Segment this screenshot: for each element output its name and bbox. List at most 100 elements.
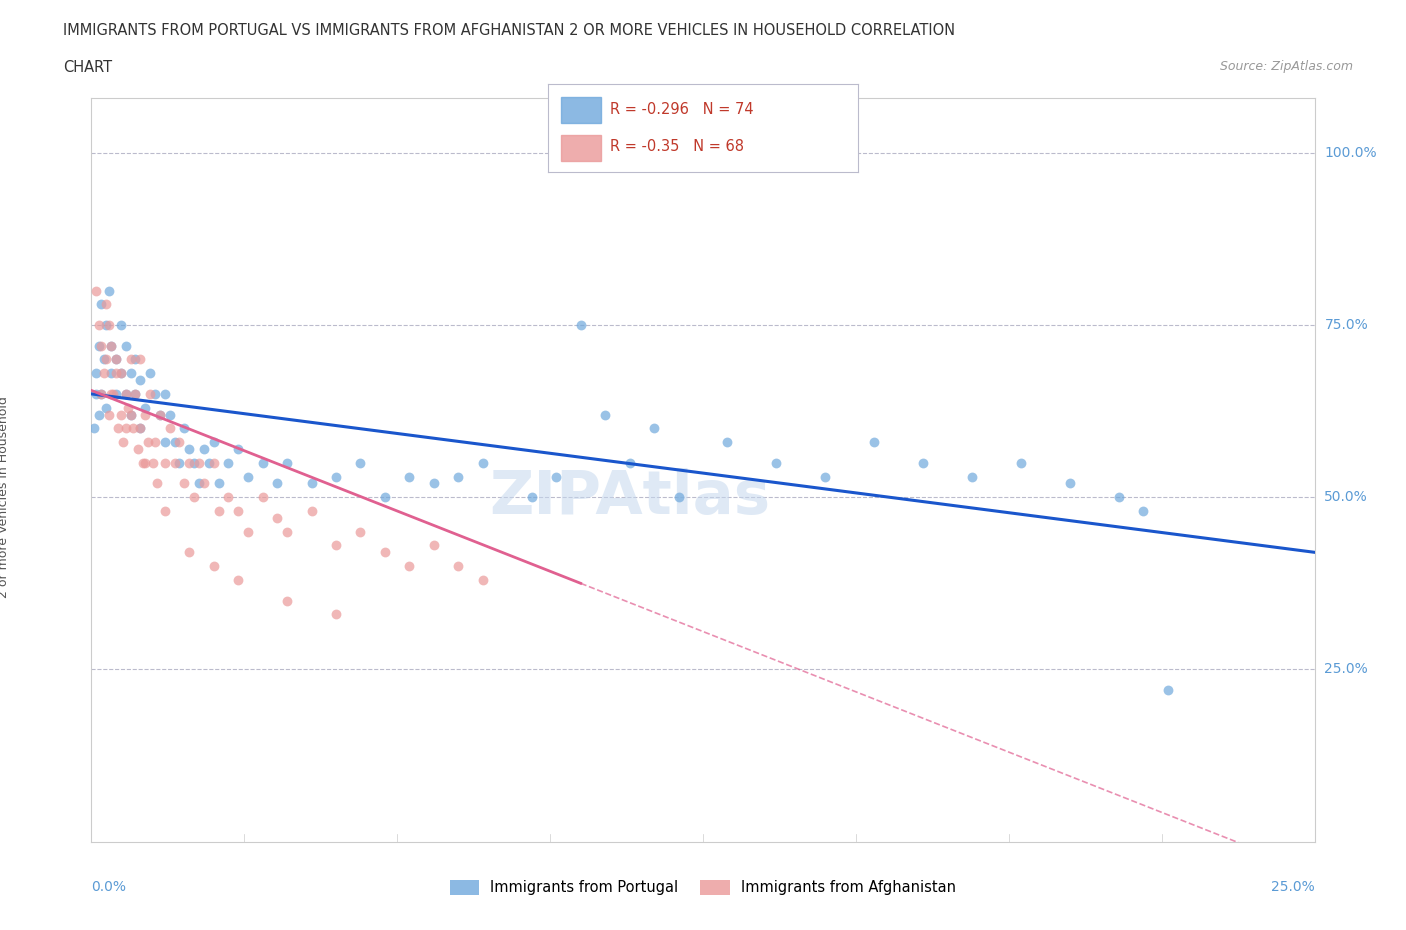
Point	[159, 421, 181, 436]
Point	[349, 525, 371, 539]
Point	[129, 421, 152, 436]
Text: ZIPAtlas: ZIPAtlas	[489, 468, 770, 526]
Point	[110, 407, 132, 422]
Point	[110, 365, 132, 380]
Point	[94, 317, 117, 332]
Point	[1108, 490, 1130, 505]
Point	[179, 442, 201, 457]
Point	[120, 407, 142, 422]
Bar	[561, 97, 600, 124]
Point	[188, 456, 211, 471]
Point	[716, 434, 738, 449]
Point	[122, 421, 145, 436]
Point	[173, 476, 195, 491]
Point	[301, 503, 323, 518]
Point	[301, 476, 323, 491]
Point	[619, 456, 641, 471]
Point	[398, 469, 420, 484]
Point	[169, 434, 191, 449]
Point	[134, 456, 156, 471]
Point	[765, 456, 787, 471]
Bar	[561, 135, 600, 161]
Point	[90, 297, 112, 312]
Point	[179, 456, 201, 471]
Point	[117, 400, 139, 415]
Point	[226, 503, 249, 518]
Point	[141, 456, 163, 471]
Point	[546, 469, 568, 484]
Point	[1059, 476, 1081, 491]
Point	[146, 476, 169, 491]
Point	[447, 469, 470, 484]
Point	[97, 317, 120, 332]
Point	[423, 476, 446, 491]
Point	[124, 387, 146, 402]
Point	[104, 352, 127, 366]
Point	[374, 490, 396, 505]
Point	[423, 538, 446, 552]
Point	[100, 339, 122, 353]
Text: R = -0.35   N = 68: R = -0.35 N = 68	[610, 140, 744, 154]
Point	[87, 317, 110, 332]
Point	[149, 407, 172, 422]
Point	[120, 407, 142, 422]
Point	[276, 525, 298, 539]
Point	[100, 339, 122, 353]
Text: R = -0.296   N = 74: R = -0.296 N = 74	[610, 101, 754, 116]
Point	[207, 503, 229, 518]
Point	[183, 456, 205, 471]
Point	[236, 469, 259, 484]
Point	[325, 469, 347, 484]
Point	[132, 456, 155, 471]
Point	[143, 434, 166, 449]
Text: IMMIGRANTS FROM PORTUGAL VS IMMIGRANTS FROM AFGHANISTAN 2 OR MORE VEHICLES IN HO: IMMIGRANTS FROM PORTUGAL VS IMMIGRANTS F…	[63, 23, 956, 38]
Point	[136, 434, 159, 449]
Point	[149, 407, 172, 422]
Point	[110, 365, 132, 380]
Point	[349, 456, 371, 471]
Point	[593, 407, 616, 422]
Point	[103, 387, 125, 402]
Point	[252, 490, 274, 505]
Point	[193, 476, 215, 491]
Point	[374, 545, 396, 560]
Point	[129, 373, 152, 388]
Point	[159, 407, 181, 422]
Point	[471, 573, 494, 588]
Point	[960, 469, 983, 484]
Point	[84, 387, 107, 402]
Text: Source: ZipAtlas.com: Source: ZipAtlas.com	[1219, 60, 1353, 73]
Point	[471, 456, 494, 471]
Text: 50.0%: 50.0%	[1324, 490, 1368, 504]
Point	[139, 387, 162, 402]
Point	[94, 297, 117, 312]
Point	[87, 339, 110, 353]
Point	[104, 365, 127, 380]
Point	[120, 365, 142, 380]
Point	[104, 387, 127, 402]
Point	[153, 387, 176, 402]
Point	[163, 434, 186, 449]
Point	[266, 511, 288, 525]
Text: 100.0%: 100.0%	[1324, 146, 1376, 160]
Point	[124, 387, 146, 402]
Point	[325, 538, 347, 552]
Point	[217, 490, 239, 505]
Point	[207, 476, 229, 491]
Point	[143, 387, 166, 402]
Point	[569, 317, 592, 332]
Point	[202, 559, 225, 574]
Point	[124, 352, 146, 366]
Point	[814, 469, 837, 484]
Point	[863, 434, 886, 449]
Point	[236, 525, 259, 539]
Point	[266, 476, 288, 491]
Point	[1010, 456, 1032, 471]
Point	[226, 573, 249, 588]
Point	[97, 283, 120, 298]
Point	[226, 442, 249, 457]
Legend: Immigrants from Portugal, Immigrants from Afghanistan: Immigrants from Portugal, Immigrants fro…	[444, 874, 962, 901]
Point	[97, 407, 120, 422]
Point	[217, 456, 239, 471]
Point	[912, 456, 935, 471]
